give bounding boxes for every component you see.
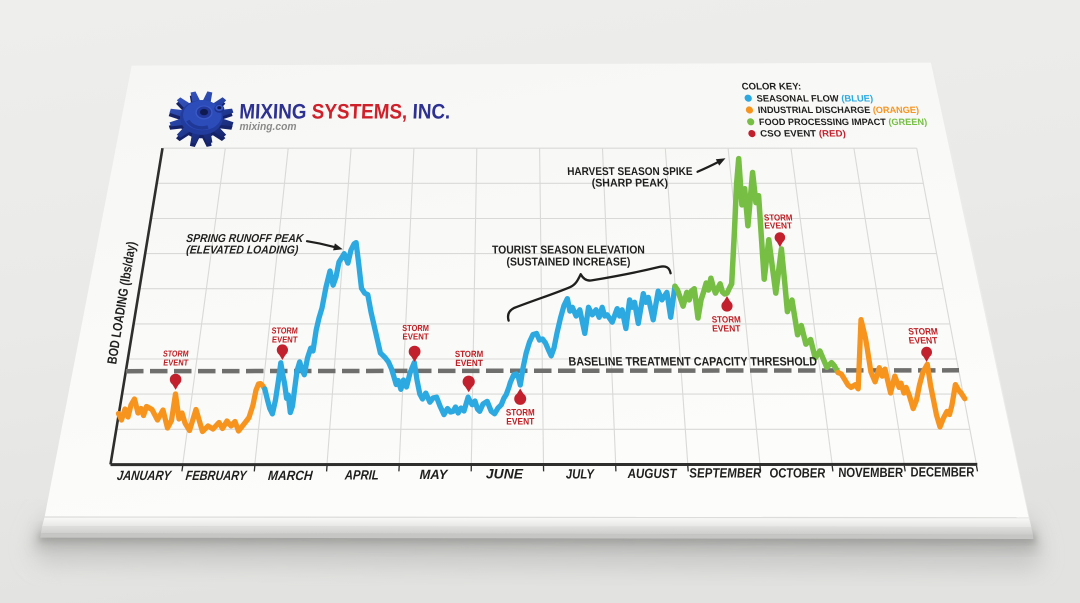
- svg-text:STORM: STORM: [764, 213, 793, 223]
- svg-text:EVENT: EVENT: [272, 334, 299, 344]
- svg-text:AUGUST: AUGUST: [626, 466, 678, 481]
- svg-text:NOVEMBER: NOVEMBER: [837, 465, 904, 480]
- svg-text:MIXING SYSTEMS, INC.: MIXING SYSTEMS, INC.: [239, 101, 451, 124]
- svg-text:TOURIST SEASON ELEVATION: TOURIST SEASON ELEVATION: [492, 244, 645, 256]
- svg-text:STORM: STORM: [455, 349, 483, 359]
- svg-text:DECEMBER: DECEMBER: [909, 465, 975, 480]
- svg-text:STORM: STORM: [711, 315, 741, 325]
- svg-text:JANUARY: JANUARY: [116, 468, 173, 483]
- svg-text:(SUSTAINED INCREASE): (SUSTAINED INCREASE): [506, 256, 630, 268]
- svg-text:STORM: STORM: [163, 348, 190, 358]
- svg-text:(SHARP PEAK): (SHARP PEAK): [591, 178, 668, 190]
- svg-text:HARVEST SEASON SPIKE: HARVEST SEASON SPIKE: [567, 166, 693, 178]
- svg-text:(ELEVATED LOADING): (ELEVATED LOADING): [186, 245, 299, 257]
- svg-text:JULY: JULY: [566, 467, 595, 482]
- svg-text:SPRING RUNOFF PEAK: SPRING RUNOFF PEAK: [186, 233, 306, 245]
- svg-text:FEBRUARY: FEBRUARY: [185, 468, 248, 483]
- svg-text:EVENT: EVENT: [402, 332, 429, 342]
- svg-text:SEPTEMBER: SEPTEMBER: [689, 466, 762, 481]
- svg-text:STORM: STORM: [506, 408, 535, 418]
- svg-text:mixing.com: mixing.com: [240, 121, 297, 133]
- svg-text:CSO EVENT (RED): CSO EVENT (RED): [760, 129, 847, 139]
- svg-text:APRIL: APRIL: [344, 468, 380, 483]
- svg-text:SEASONAL FLOW (BLUE): SEASONAL FLOW (BLUE): [756, 93, 874, 103]
- svg-text:COLOR KEY:: COLOR KEY:: [741, 82, 802, 93]
- svg-text:MAY: MAY: [419, 467, 448, 482]
- svg-text:MARCH: MARCH: [268, 468, 314, 483]
- svg-text:EVENT: EVENT: [908, 335, 939, 345]
- svg-text:FOOD PROCESSING IMPACT (GREEN): FOOD PROCESSING IMPACT (GREEN): [758, 117, 927, 127]
- svg-text:EVENT: EVENT: [455, 358, 483, 368]
- svg-text:EVENT: EVENT: [163, 358, 190, 368]
- svg-text:STORM: STORM: [402, 323, 429, 333]
- svg-text:STORM: STORM: [271, 326, 298, 336]
- svg-text:INDUSTRIAL DISCHARGE (ORANGE): INDUSTRIAL DISCHARGE (ORANGE): [757, 105, 919, 115]
- svg-text:STORM: STORM: [908, 326, 939, 336]
- svg-text:EVENT: EVENT: [764, 221, 793, 231]
- svg-text:EVENT: EVENT: [506, 417, 534, 427]
- svg-text:BASELINE TREATMENT CAPACITY TH: BASELINE TREATMENT CAPACITY THRESHOLD: [568, 355, 817, 369]
- svg-text:EVENT: EVENT: [712, 324, 741, 334]
- svg-text:JUNE: JUNE: [486, 467, 524, 482]
- svg-text:OCTOBER: OCTOBER: [769, 466, 827, 481]
